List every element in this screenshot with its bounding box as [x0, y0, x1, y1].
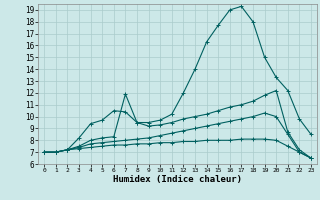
- X-axis label: Humidex (Indice chaleur): Humidex (Indice chaleur): [113, 175, 242, 184]
